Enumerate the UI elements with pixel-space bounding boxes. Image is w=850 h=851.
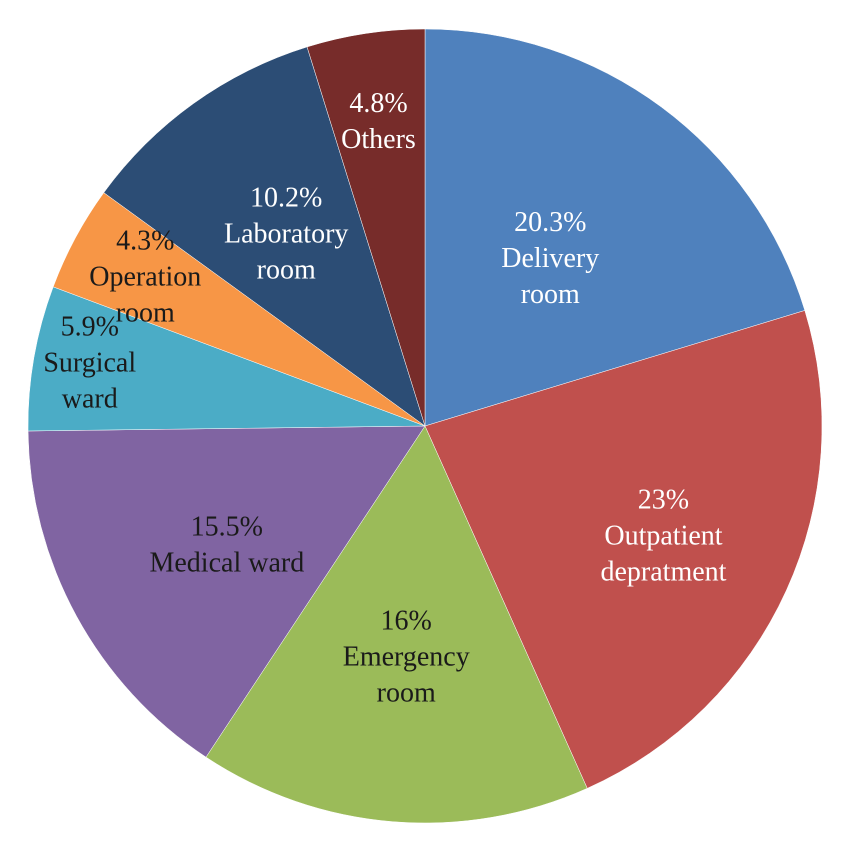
category-label: room [116, 298, 175, 329]
value-label: 10.2% [250, 182, 322, 213]
label-delivery-room: 20.3% Delivery room [501, 207, 599, 310]
value-label: 5.9% [61, 311, 119, 342]
pie-slices [27, 28, 823, 824]
pie-labels: 20.3% Delivery room 23% Outpatient depratment… [43, 88, 726, 709]
category-label: Medical ward [149, 547, 304, 578]
label-laboratory-room: 10.2% Laboratory room [224, 182, 348, 285]
label-outpatient-depratment: 23% Outpatient depratment [600, 485, 726, 588]
label-medical-ward: 15.5% Medical ward [149, 511, 304, 578]
category-label: Emergency [343, 641, 470, 672]
value-label: 4.3% [116, 226, 174, 257]
slice-outpatient-depratment [424, 310, 823, 789]
category-label: Operation [89, 262, 201, 293]
category-label: Laboratory [224, 218, 348, 249]
category-label: room [377, 677, 436, 708]
slice-medical-ward [27, 425, 426, 758]
value-label: 15.5% [191, 511, 263, 542]
category-label: Delivery [501, 243, 599, 274]
label-emergency-room: 16% Emergency room [343, 605, 470, 708]
label-others: 4.8% Others [341, 88, 416, 155]
category-label: Surgical [43, 347, 136, 378]
category-label: room [521, 279, 580, 310]
value-label: 16% [381, 605, 432, 636]
slice-delivery-room [424, 28, 806, 427]
category-label: Others [341, 124, 416, 155]
slice-others [306, 28, 426, 427]
category-label: ward [62, 383, 118, 414]
label-surgical-ward: 5.9% Surgical ward [43, 311, 136, 414]
slice-laboratory-room [103, 46, 426, 427]
value-label: 20.3% [514, 207, 586, 238]
value-label: 4.8% [349, 88, 407, 119]
category-label: Outpatient [604, 521, 722, 552]
slice-surgical-ward [27, 286, 426, 432]
category-label: room [257, 254, 316, 285]
category-label: depratment [600, 557, 726, 588]
value-label: 23% [638, 485, 689, 516]
label-operation-room: 4.3% Operation room [89, 226, 201, 329]
slice-emergency-room [205, 425, 588, 824]
